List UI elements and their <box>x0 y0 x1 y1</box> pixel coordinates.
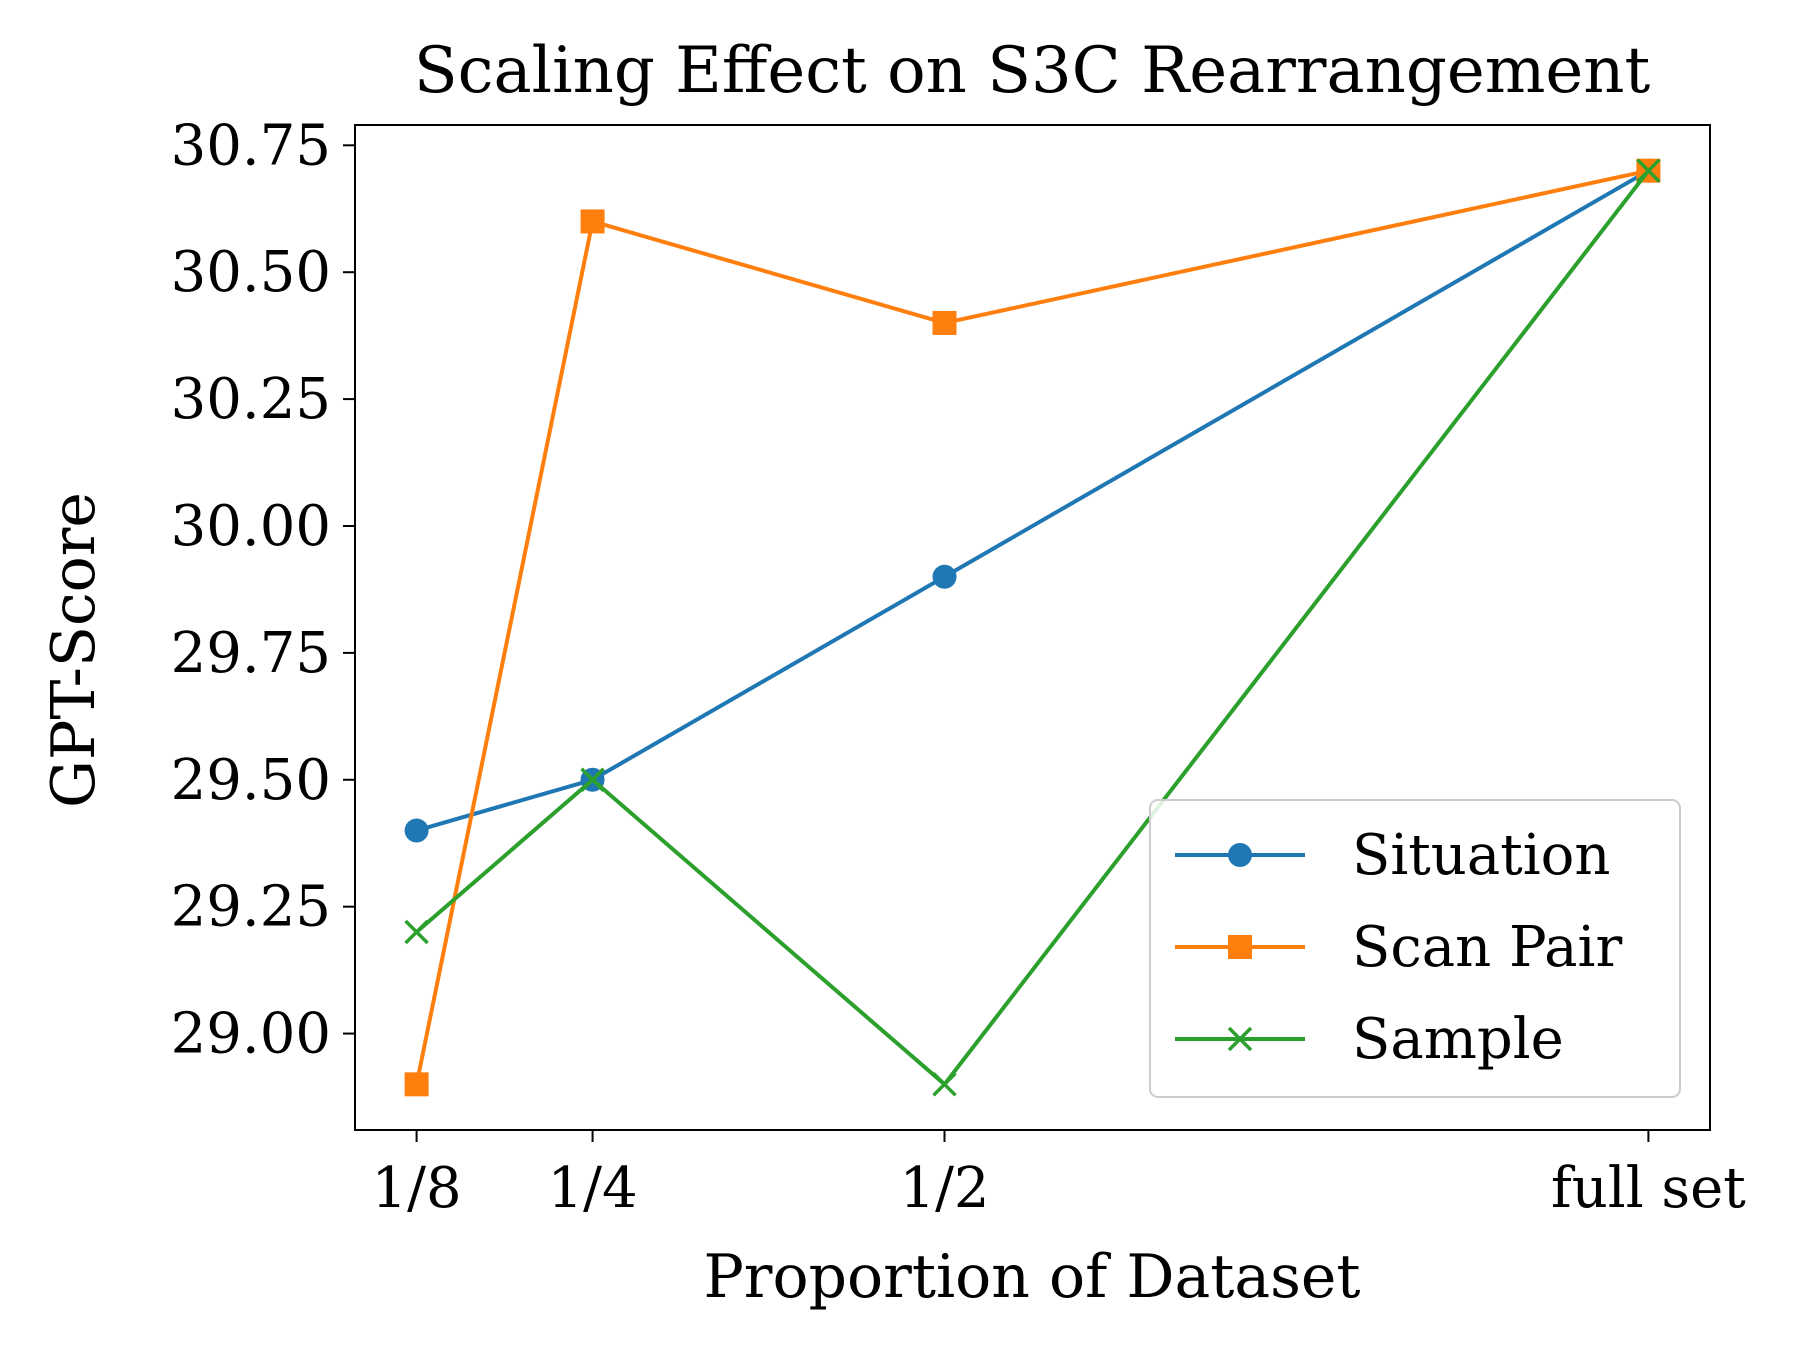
y-tick-label: 29.50 <box>171 748 331 813</box>
x-tick-label: 1/2 <box>899 1156 989 1221</box>
data-point-situation <box>932 564 957 589</box>
y-tick-label: 30.25 <box>171 367 331 432</box>
chart-title: Scaling Effect on S3C Rearrangement <box>414 34 1651 108</box>
y-tick-label: 29.75 <box>171 621 331 686</box>
data-point-sample <box>404 919 429 945</box>
data-point-sample <box>932 1072 957 1097</box>
y-tick-label: 30.75 <box>171 113 331 178</box>
y-tick-label: 29.25 <box>171 875 331 940</box>
legend-marker-situation <box>1228 843 1252 867</box>
series-line-scan-pair <box>414 168 1649 1085</box>
series-line-sample <box>415 169 1650 1087</box>
plot-area: 1/8 1/4 1/2 full set 29.00 29.25 29.50 29.75 30.… <box>171 113 1747 1221</box>
y-tick-label: 30.00 <box>171 494 331 559</box>
data-point-scan-pair <box>580 209 605 234</box>
legend-label-scan-pair: Scan Pair <box>1352 915 1622 980</box>
legend-label-sample: Sample <box>1352 1007 1564 1072</box>
legend-marker-sample <box>1227 1026 1253 1052</box>
y-tick-label: 30.50 <box>171 240 331 305</box>
y-tick-label: 29.00 <box>171 1002 331 1067</box>
series-line-situation <box>416 168 1650 833</box>
x-tick-label: 1/4 <box>548 1156 638 1221</box>
legend-box <box>1149 799 1681 1098</box>
y-axis-label: GPT-Score <box>39 492 109 808</box>
x-tick-label: 1/8 <box>372 1156 462 1221</box>
data-point-situation <box>404 818 429 843</box>
plot-frame <box>354 124 1711 1131</box>
legend-marker-scan-pair <box>1228 935 1252 959</box>
x-tick-label: full set <box>1551 1156 1746 1221</box>
x-axis-label: Proportion of Dataset <box>703 1242 1360 1312</box>
data-point-sample <box>580 767 605 793</box>
legend: Situation Scan Pair Sample <box>1149 799 1681 1098</box>
data-point-scan-pair <box>404 1072 429 1097</box>
legend-label-situation: Situation <box>1352 823 1610 888</box>
data-point-scan-pair <box>932 310 957 335</box>
data-point-sample <box>1636 158 1661 183</box>
